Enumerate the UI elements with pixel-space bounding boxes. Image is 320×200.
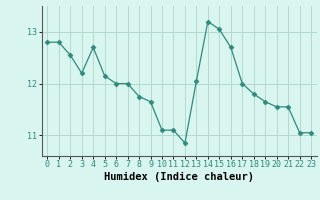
X-axis label: Humidex (Indice chaleur): Humidex (Indice chaleur): [104, 172, 254, 182]
